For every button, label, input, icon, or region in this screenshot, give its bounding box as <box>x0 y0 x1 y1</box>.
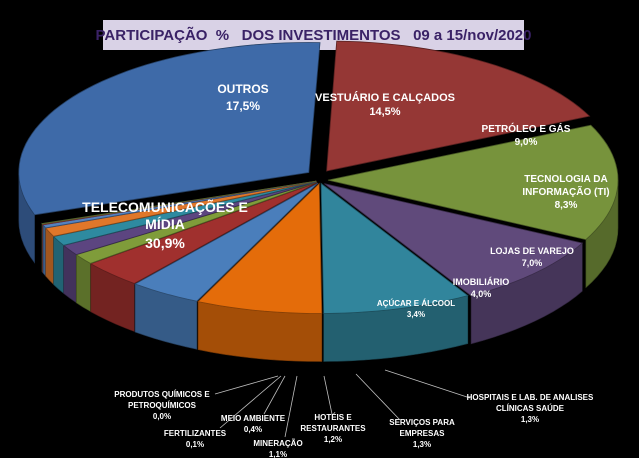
leader-line-meio-ambiente <box>263 375 286 415</box>
slice-produtos-quimicos-e-petroquimicos <box>41 180 317 225</box>
label-vestuario-e-calcados: VESTUÁRIO E CALÇADOS <box>315 91 455 104</box>
slice-telecomunicacoes-e-midia <box>18 42 321 216</box>
slice-side-mineracao <box>45 227 54 286</box>
value-label-outros: 17,5% <box>226 99 260 113</box>
value-label-telecomunicacoes-e-midia: 30,9% <box>145 235 185 251</box>
leader-line-mineracao <box>284 375 298 438</box>
label-telecomunicacoes-e-midia: TELECOMUNICAÇÕES E MÍDIA <box>82 198 248 232</box>
label-hoteis-e-restaurantes: HOTÉIS E RESTAURANTES <box>300 413 366 433</box>
value-label-petroleo-e-gas: 9,0% <box>515 137 538 148</box>
slice-tecnologia-da-informacao-ti <box>320 182 469 314</box>
label-tecnologia-da-informacao-ti: TECNOLOGIA DA INFORMAÇÃO (TI) <box>522 174 609 198</box>
slice-outros <box>326 40 591 172</box>
slice-lojas-de-varejo <box>197 182 323 314</box>
slice-side-hospitais-e-lab-de-analises-clinicas-saude <box>76 254 91 312</box>
label-produtos-quimicos-e-petroquimicos: PRODUTOS QUÍMICOS E PETROQUÍMICOS <box>114 390 210 410</box>
value-label-hospitais-e-lab-de-analises-clinicas-saude: 1,3% <box>521 415 539 424</box>
value-label-meio-ambiente: 0,4% <box>244 425 262 434</box>
value-label-produtos-quimicos-e-petroquimicos: 0,0% <box>153 412 171 421</box>
leader-line-fertilizantes <box>219 375 282 429</box>
value-label-imobiliario: 4,0% <box>471 289 492 299</box>
label-acucar-e-alcool: AÇÚCAR E ÁLCOOL <box>377 299 455 308</box>
chart-title: PARTICIPAÇÃO % DOS INVESTIMENTOS 09 a 15… <box>96 20 531 50</box>
leader-line-hoteis-e-restaurantes <box>323 375 333 415</box>
value-label-tecnologia-da-informacao-ti: 8,3% <box>555 200 578 211</box>
value-label-hoteis-e-restaurantes: 1,2% <box>324 435 342 444</box>
label-mineracao: MINERAÇÃO <box>253 439 302 448</box>
value-label-mineracao: 1,1% <box>269 450 287 458</box>
leader-line-servicos-para-empresas <box>355 373 401 421</box>
value-label-lojas-de-varejo: 7,0% <box>522 258 543 268</box>
value-label-vestuario-e-calcados: 14,5% <box>369 106 400 118</box>
label-outros: OUTROS <box>217 82 268 96</box>
slice-imobiliario <box>134 182 319 302</box>
label-petroleo-e-gas: PETRÓLEO E GÁS <box>482 122 571 135</box>
label-hospitais-e-lab-de-analises-clinicas-saude: HOSPITAIS E LAB. DE ANALISES CLÍNICAS SAÚ… <box>467 393 594 413</box>
slice-side-servicos-para-empresas <box>63 244 77 304</box>
leader-line-produtos-quimicos-e-petroquimicos <box>214 375 279 395</box>
label-lojas-de-varejo: LOJAS DE VAREJO <box>490 246 574 256</box>
pie-tops <box>18 40 619 314</box>
label-fertilizantes: FERTILIZANTES <box>164 429 227 438</box>
slice-petroleo-e-gas <box>324 183 584 297</box>
label-meio-ambiente: MEIO AMBIENTE <box>221 414 286 423</box>
pie-labels: OUTROS 17,5% VESTUÁRIO E CALÇADOS 14,5% PETR… <box>82 82 609 458</box>
slice-side-hoteis-e-restaurantes <box>53 235 64 294</box>
label-servicos-para-empresas: SERVIÇOS PARA EMPRESAS <box>389 418 455 438</box>
slice-side-meio-ambiente <box>42 224 46 277</box>
slice-acucar-e-alcool <box>89 182 318 284</box>
leader-line-hospitais-e-lab-de-analises-clinicas-saude <box>384 369 471 399</box>
value-label-servicos-para-empresas: 1,3% <box>413 440 431 449</box>
label-imobiliario: IMOBILIÁRIO <box>453 277 510 287</box>
value-label-fertilizantes: 0,1% <box>186 440 204 449</box>
value-label-acucar-e-alcool: 3,4% <box>407 310 425 319</box>
slice-vestuario-e-calcados <box>327 124 619 241</box>
